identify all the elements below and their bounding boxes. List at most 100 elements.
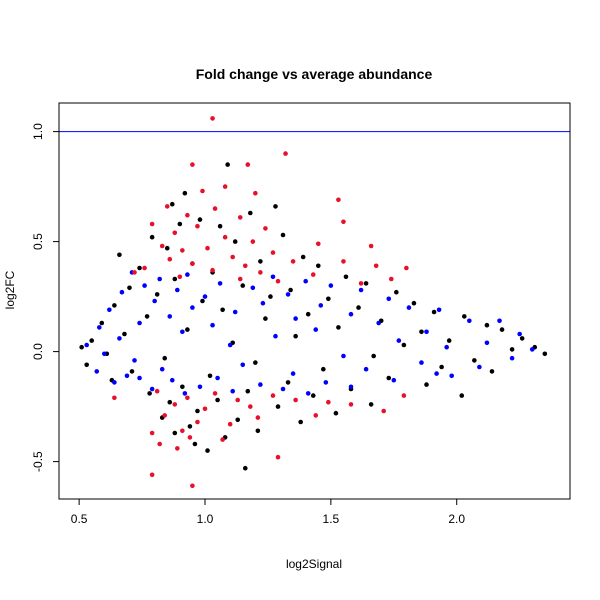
data-point bbox=[529, 347, 535, 352]
data-point bbox=[489, 369, 495, 374]
data-point bbox=[147, 391, 152, 396]
data-point bbox=[185, 272, 190, 277]
data-point bbox=[177, 221, 183, 227]
data-point bbox=[222, 184, 228, 189]
data-point bbox=[242, 263, 248, 269]
data-point bbox=[159, 366, 165, 372]
data-point bbox=[293, 333, 298, 339]
data-point bbox=[318, 303, 324, 308]
data-point bbox=[305, 391, 311, 396]
data-point bbox=[472, 358, 477, 363]
data-point bbox=[159, 243, 165, 249]
data-point bbox=[205, 245, 210, 251]
data-point bbox=[190, 305, 195, 310]
data-point bbox=[169, 201, 175, 207]
data-point bbox=[406, 305, 412, 310]
data-point bbox=[394, 289, 399, 295]
data-point bbox=[217, 281, 223, 286]
data-point bbox=[313, 327, 319, 332]
data-point bbox=[258, 270, 263, 275]
data-point bbox=[157, 276, 162, 282]
data-point bbox=[270, 274, 276, 280]
data-point bbox=[190, 162, 195, 167]
data-point bbox=[154, 388, 160, 394]
data-point bbox=[210, 267, 215, 273]
data-point bbox=[195, 419, 200, 425]
data-point bbox=[396, 338, 402, 343]
data-point bbox=[253, 360, 258, 365]
data-point bbox=[341, 259, 346, 264]
data-point bbox=[172, 276, 178, 282]
data-point bbox=[84, 342, 89, 348]
data-point bbox=[187, 424, 193, 429]
data-point bbox=[202, 294, 208, 299]
data-point bbox=[368, 402, 374, 407]
data-point bbox=[386, 375, 392, 381]
data-point bbox=[112, 380, 117, 385]
data-point bbox=[484, 340, 490, 346]
data-point bbox=[459, 393, 465, 398]
data-point bbox=[250, 239, 256, 244]
data-point bbox=[195, 223, 200, 229]
data-point bbox=[290, 259, 296, 264]
chart-title: Fold change vs average abundance bbox=[196, 66, 433, 82]
data-point bbox=[310, 272, 316, 277]
data-point bbox=[212, 391, 218, 396]
data-point bbox=[348, 384, 354, 390]
data-point bbox=[175, 287, 180, 293]
data-point bbox=[102, 351, 107, 357]
x-axis-label: log2Signal bbox=[286, 557, 342, 571]
data-point bbox=[446, 338, 452, 343]
data-point bbox=[205, 448, 210, 453]
data-point bbox=[117, 336, 122, 341]
data-point bbox=[260, 300, 266, 306]
data-point bbox=[300, 254, 306, 260]
data-point bbox=[240, 283, 246, 288]
data-point bbox=[270, 250, 276, 255]
data-point bbox=[315, 241, 321, 247]
data-point bbox=[434, 371, 439, 376]
data-point bbox=[326, 296, 331, 302]
data-point bbox=[263, 226, 268, 231]
data-point bbox=[248, 404, 253, 409]
data-point bbox=[94, 369, 100, 374]
data-point bbox=[419, 360, 424, 365]
data-point bbox=[220, 307, 225, 313]
data-point bbox=[348, 402, 354, 407]
data-point bbox=[142, 265, 147, 271]
data-point bbox=[245, 388, 251, 394]
data-point bbox=[227, 421, 233, 427]
data-point bbox=[210, 116, 215, 121]
data-point bbox=[197, 384, 203, 390]
data-point bbox=[197, 217, 203, 222]
data-point bbox=[283, 151, 288, 156]
data-point bbox=[172, 430, 178, 436]
data-point bbox=[210, 322, 215, 328]
data-point bbox=[129, 369, 135, 374]
data-point bbox=[180, 384, 185, 390]
data-point bbox=[293, 397, 298, 403]
data-point bbox=[157, 441, 162, 447]
data-point bbox=[227, 342, 233, 348]
data-point bbox=[230, 254, 235, 260]
data-point bbox=[162, 413, 168, 418]
data-point bbox=[368, 243, 374, 249]
data-point bbox=[215, 397, 220, 403]
data-point bbox=[202, 406, 208, 412]
data-point bbox=[237, 215, 243, 220]
data-point bbox=[376, 320, 381, 326]
y-tick-label: 0.0 bbox=[31, 343, 45, 360]
data-point bbox=[542, 351, 548, 357]
data-point bbox=[172, 230, 178, 236]
data-point bbox=[96, 325, 102, 330]
data-point bbox=[119, 289, 125, 295]
data-point bbox=[499, 327, 505, 332]
data-point bbox=[79, 344, 84, 350]
data-point bbox=[187, 435, 193, 440]
data-point bbox=[328, 283, 334, 288]
data-point bbox=[182, 391, 188, 396]
data-point bbox=[169, 377, 175, 383]
data-point bbox=[373, 263, 379, 269]
data-point bbox=[142, 283, 147, 288]
data-point bbox=[341, 353, 346, 359]
